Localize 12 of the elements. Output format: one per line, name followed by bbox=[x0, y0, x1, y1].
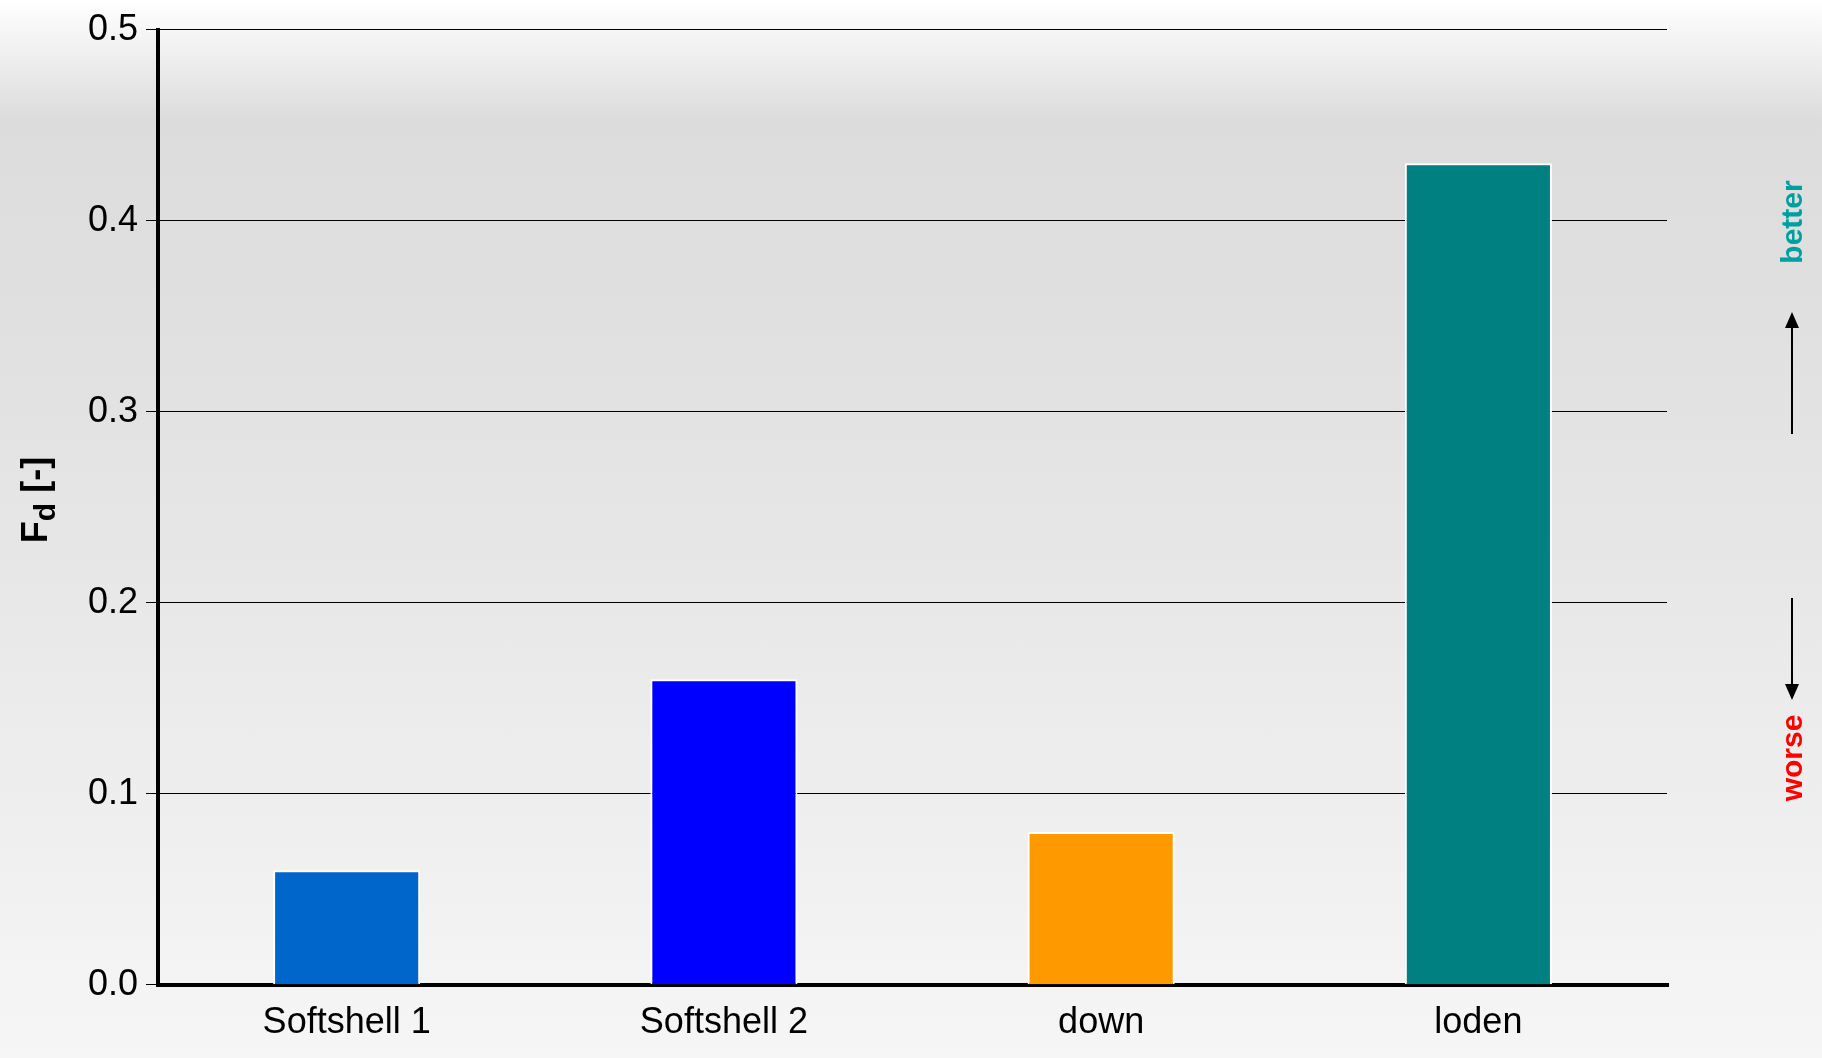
y-tick-label: 0.5 bbox=[88, 6, 139, 48]
text: worse bbox=[1775, 714, 1809, 802]
x-tick-label: down bbox=[1058, 1000, 1145, 1042]
y-tick-label: 0.1 bbox=[88, 770, 139, 812]
y-tick-label: 0.4 bbox=[88, 197, 139, 239]
y-tick-label: 0.3 bbox=[88, 388, 139, 430]
x-tick-label: Softshell 2 bbox=[639, 1000, 808, 1042]
y-tick-label: 0.2 bbox=[88, 579, 139, 621]
text: better bbox=[1775, 180, 1809, 264]
x-tick-label: Softshell 1 bbox=[262, 1000, 431, 1042]
x-tick-label: loden bbox=[1434, 1000, 1523, 1042]
y-tick-label: 0.0 bbox=[88, 961, 139, 1003]
